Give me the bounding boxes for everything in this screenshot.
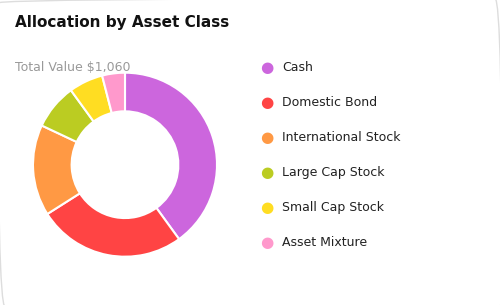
Text: Cash: Cash	[282, 61, 314, 74]
Wedge shape	[102, 73, 125, 113]
Wedge shape	[42, 90, 94, 142]
Text: Total Value $1,060: Total Value $1,060	[15, 61, 130, 74]
Wedge shape	[71, 76, 112, 121]
Text: International Stock: International Stock	[282, 131, 401, 144]
Text: ●: ●	[260, 165, 273, 180]
Text: Allocation by Asset Class: Allocation by Asset Class	[15, 15, 229, 30]
Wedge shape	[48, 193, 179, 257]
Text: ●: ●	[260, 59, 273, 75]
Text: ●: ●	[260, 95, 273, 110]
Text: ●: ●	[260, 200, 273, 215]
Text: Large Cap Stock: Large Cap Stock	[282, 166, 385, 179]
Text: ●: ●	[260, 235, 273, 250]
Text: ●: ●	[260, 130, 273, 145]
Wedge shape	[125, 73, 217, 239]
Text: Small Cap Stock: Small Cap Stock	[282, 201, 384, 214]
Text: Asset Mixture: Asset Mixture	[282, 236, 368, 249]
Text: Domestic Bond: Domestic Bond	[282, 96, 378, 109]
Wedge shape	[33, 126, 80, 214]
